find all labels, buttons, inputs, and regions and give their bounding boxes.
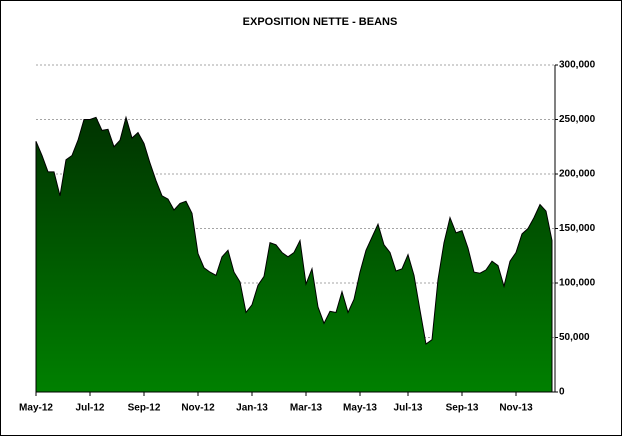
x-tick-label: Nov-12 [181,403,215,414]
y-tick-label: 300,000 [559,60,596,71]
x-tick-label: Jul-12 [76,403,105,414]
x-tick-label: May-13 [343,403,377,414]
x-tick-label: Mar-13 [290,403,323,414]
x-tick-label: Sep-13 [446,403,479,414]
area [35,115,553,393]
chart-title: EXPOSITION NETTE - BEANS [243,16,398,28]
y-tick-label: 0 [559,387,565,398]
y-tick-label: 200,000 [559,169,596,180]
x-tick-label: Jul-13 [394,403,423,414]
x-tick-label: May-12 [19,403,53,414]
x-tick-label: Sep-12 [128,403,161,414]
y-tick-label: 150,000 [559,223,596,234]
x-tick-label: Nov-13 [499,403,533,414]
x-tick-label: Jan-13 [236,403,268,414]
y-tick-label: 50,000 [559,332,590,343]
y-tick-label: 100,000 [559,278,596,289]
y-tick-label: 250,000 [559,114,596,125]
